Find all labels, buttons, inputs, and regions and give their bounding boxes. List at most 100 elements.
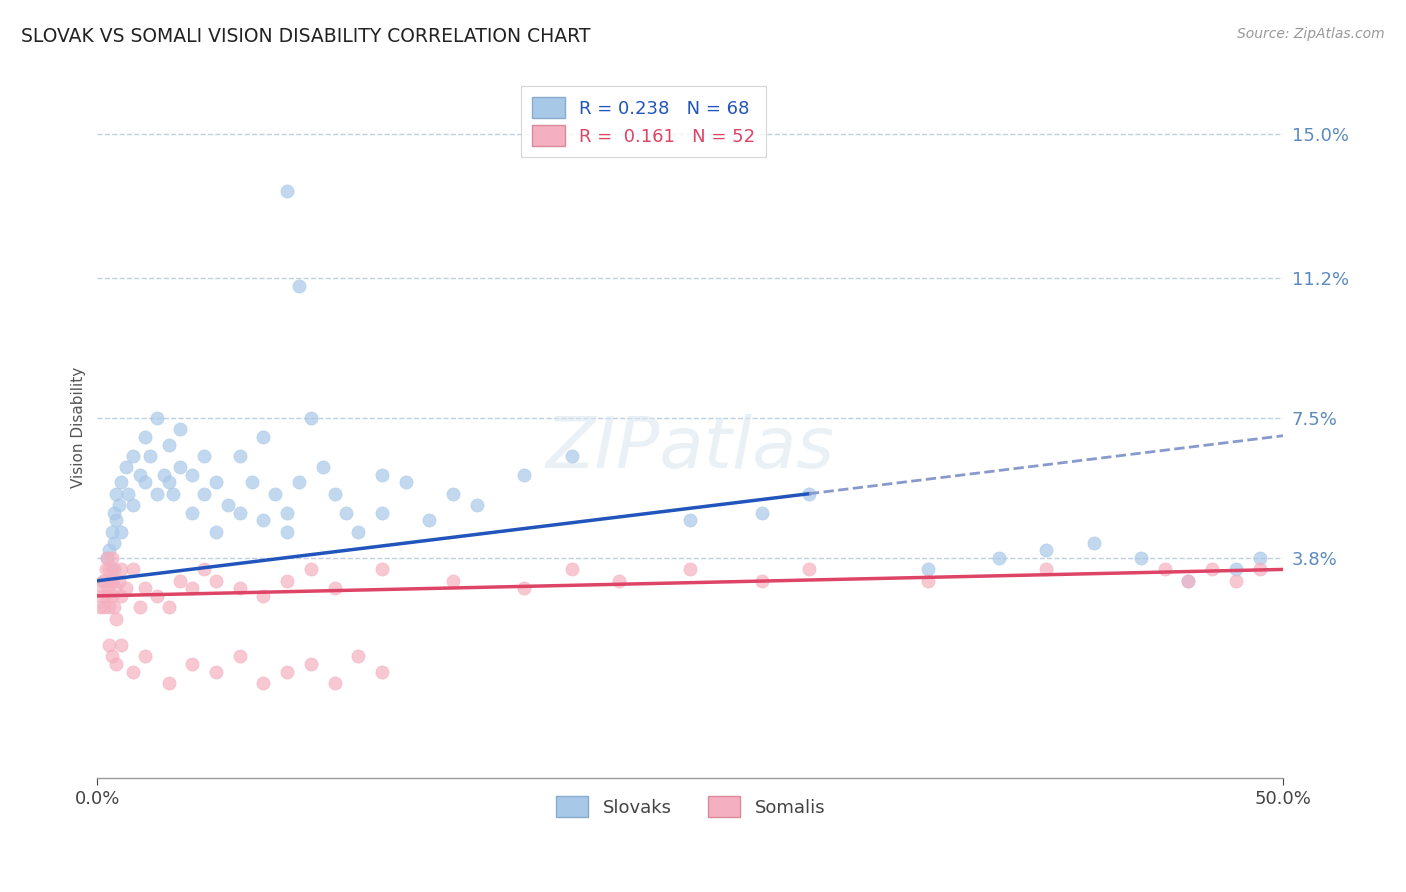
Point [347,649,370,664]
Point [751,506,773,520]
Point [122,498,145,512]
Point [110,524,132,539]
Point [103,562,125,576]
Point [335,506,357,520]
Point [89,600,111,615]
Point [561,562,583,576]
Point [181,467,204,482]
Point [228,506,250,520]
Point [751,574,773,588]
Point [1249,551,1271,566]
Point [1225,562,1247,576]
Point [129,600,152,615]
Point [418,513,440,527]
Point [105,612,128,626]
Point [276,665,298,679]
Point [181,582,204,596]
Point [103,600,125,615]
Point [145,589,167,603]
Point [1249,562,1271,576]
Point [371,467,394,482]
Point [94,562,117,576]
Point [323,487,346,501]
Point [679,513,702,527]
Point [607,574,630,588]
Point [371,665,394,679]
Point [205,524,228,539]
Point [110,589,132,603]
Point [1177,574,1199,588]
Text: ZIPatlas: ZIPatlas [546,414,835,483]
Point [371,506,394,520]
Point [114,582,136,596]
Point [90,582,112,596]
Point [122,665,145,679]
Point [252,676,274,690]
Point [93,574,115,588]
Point [797,562,820,576]
Point [917,562,939,576]
Point [193,487,215,501]
Point [100,589,122,603]
Point [105,657,128,671]
Point [323,582,346,596]
Point [110,475,132,490]
Point [205,475,228,490]
Point [299,657,322,671]
Point [100,524,122,539]
Point [157,475,180,490]
Point [228,449,250,463]
Legend: Slovaks, Somalis: Slovaks, Somalis [548,789,832,824]
Point [299,411,322,425]
Point [100,649,122,664]
Point [105,487,128,501]
Point [347,524,370,539]
Point [107,574,129,588]
Point [264,487,287,501]
Point [513,582,536,596]
Point [98,562,121,576]
Point [217,498,239,512]
Point [134,582,156,596]
Point [395,475,418,490]
Point [276,184,298,198]
Point [205,574,228,588]
Point [105,513,128,527]
Point [110,638,132,652]
Point [169,422,191,436]
Point [152,467,174,482]
Point [1130,551,1153,566]
Point [129,467,152,482]
Point [107,498,129,512]
Point [288,475,311,490]
Point [1153,562,1175,576]
Point [98,600,121,615]
Point [100,562,122,576]
Point [323,676,346,690]
Point [240,475,263,490]
Point [1177,574,1199,588]
Point [96,551,118,566]
Point [96,551,118,566]
Point [110,562,132,576]
Point [91,589,114,603]
Point [103,536,125,550]
Point [276,506,298,520]
Point [193,562,215,576]
Point [169,460,191,475]
Point [117,487,139,501]
Point [441,574,464,588]
Point [205,665,228,679]
Point [276,524,298,539]
Point [157,437,180,451]
Point [157,676,180,690]
Point [122,562,145,576]
Y-axis label: Vision Disability: Vision Disability [72,367,86,488]
Point [138,449,160,463]
Point [96,589,118,603]
Point [103,506,125,520]
Point [679,562,702,576]
Point [228,582,250,596]
Point [252,589,274,603]
Point [122,449,145,463]
